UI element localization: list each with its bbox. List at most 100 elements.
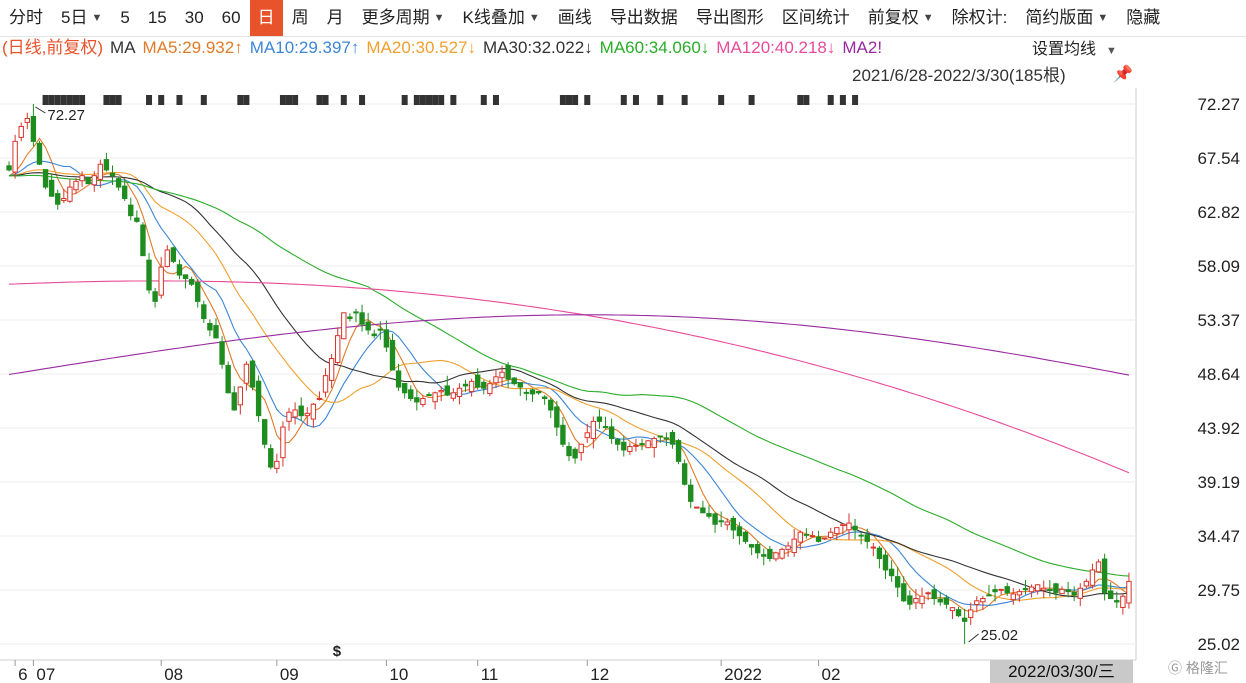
x-tick-label: 09 <box>280 665 299 683</box>
candle-body <box>341 312 347 340</box>
event-marker <box>401 95 408 105</box>
legend-item: MA <box>110 38 136 57</box>
candle <box>627 442 633 455</box>
candle <box>566 442 572 462</box>
watermark-logo: Ⓖ 格隆汇 <box>1168 660 1228 676</box>
candle-body <box>255 380 262 417</box>
toolbar-item-11[interactable]: 画线 <box>549 0 601 36</box>
toolbar-item-10[interactable]: K线叠加 ▼ <box>453 0 548 36</box>
candle <box>688 479 694 509</box>
candle-body <box>1101 558 1108 594</box>
toolbar-item-8[interactable]: 月 <box>318 0 353 36</box>
toolbar-item-15[interactable]: 前复权 ▼ <box>859 0 943 36</box>
toolbar-item-3[interactable]: 15 <box>139 0 176 36</box>
event-marker <box>839 95 846 105</box>
toolbar-item-label: 周 <box>291 8 309 27</box>
candle <box>249 359 256 391</box>
candle-body <box>767 548 773 560</box>
y-tick-label: 39.19 <box>1197 473 1240 492</box>
toolbar-item-4[interactable]: 30 <box>176 0 213 36</box>
candle <box>1041 580 1047 599</box>
candle-body <box>1053 583 1059 594</box>
toolbar-item-label: 区间统计 <box>781 8 850 27</box>
candle-body <box>225 365 231 394</box>
candle-body <box>207 322 213 331</box>
event-marker <box>176 95 183 105</box>
toolbar-item-label: K线叠加 <box>462 8 525 27</box>
kline-chart[interactable]: 72.27 67.54 62.82 58.09 53.37 48.64 43.92 39.19… <box>0 88 1246 683</box>
candle-body <box>1083 580 1090 587</box>
candle-body <box>414 397 420 403</box>
candle <box>286 407 292 431</box>
candle <box>335 327 341 366</box>
candle-body <box>36 142 43 165</box>
candle-body <box>1022 588 1029 591</box>
candle <box>815 530 822 543</box>
candle <box>1065 581 1071 598</box>
candle <box>219 336 225 369</box>
candle <box>408 385 414 402</box>
ma-settings-dropdown[interactable]: 设置均线 ▼ <box>1018 38 1158 62</box>
y-tick-label: 29.75 <box>1197 581 1240 600</box>
candle <box>669 429 676 449</box>
high-label: 72.27 <box>47 107 85 124</box>
toolbar-item-label: 前复权 <box>867 8 919 27</box>
event-marker <box>322 95 329 105</box>
event-marker <box>748 95 755 105</box>
toolbar-item-5[interactable]: 60 <box>213 0 250 36</box>
y-tick-label: 53.37 <box>1197 311 1240 330</box>
candle <box>651 436 657 458</box>
toolbar-item-0[interactable]: 分时 <box>0 0 52 36</box>
candle-body <box>1114 600 1120 603</box>
candle-body <box>736 526 743 537</box>
candle <box>761 548 767 566</box>
candle <box>6 161 12 172</box>
toolbar-item-2[interactable]: 5 <box>111 0 138 36</box>
candle-body <box>158 266 164 296</box>
candle <box>1059 586 1065 595</box>
ma5-line <box>8 137 1130 613</box>
candle-body <box>803 533 810 536</box>
y-tick-label: 43.92 <box>1197 419 1240 438</box>
toolbar-item-17[interactable]: 简约版面 ▼ <box>1016 0 1117 36</box>
toolbar-item-12[interactable]: 导出数据 <box>601 0 687 36</box>
high-pointer <box>35 106 46 114</box>
ma250-line <box>8 314 1130 376</box>
candle <box>773 551 779 562</box>
candle-body <box>602 426 609 429</box>
candle-body <box>754 544 761 554</box>
candle-body <box>651 438 657 448</box>
event-marker <box>243 95 250 105</box>
candle <box>414 390 420 411</box>
chevron-down-icon: ▼ <box>1106 45 1117 57</box>
candle <box>961 608 968 644</box>
toolbar-item-9[interactable]: 更多周期 ▼ <box>353 0 454 36</box>
candle-body <box>365 321 371 331</box>
candle-body <box>657 435 663 438</box>
candle <box>700 500 706 514</box>
candle <box>121 178 128 201</box>
candle <box>468 378 475 397</box>
candle-body <box>894 576 901 588</box>
candle <box>146 253 152 294</box>
candle <box>450 388 457 402</box>
pin-icon[interactable]: 📌 <box>1113 66 1133 83</box>
candlesticks <box>6 104 1132 644</box>
toolbar-item-13[interactable]: 导出图形 <box>687 0 773 36</box>
toolbar-item-16[interactable]: 除权计: <box>943 0 1017 36</box>
dividend-marker: $ <box>333 643 342 660</box>
legend-item: MA20:30.527↓ <box>366 38 477 57</box>
toolbar-item-18[interactable]: 隐藏 <box>1117 0 1169 36</box>
candle <box>170 246 177 264</box>
candle <box>578 443 584 461</box>
candle <box>517 382 523 396</box>
candle-body <box>432 392 438 403</box>
candle-body <box>992 589 998 593</box>
toolbar-item-6[interactable]: 日 <box>249 0 283 36</box>
toolbar-item-1[interactable]: 5日 ▼ <box>52 0 111 36</box>
toolbar-item-14[interactable]: 区间统计 <box>773 0 859 36</box>
candle <box>426 392 432 397</box>
candle-body <box>986 594 992 597</box>
toolbar-item-7[interactable]: 周 <box>283 0 318 36</box>
candle <box>1016 589 1023 602</box>
